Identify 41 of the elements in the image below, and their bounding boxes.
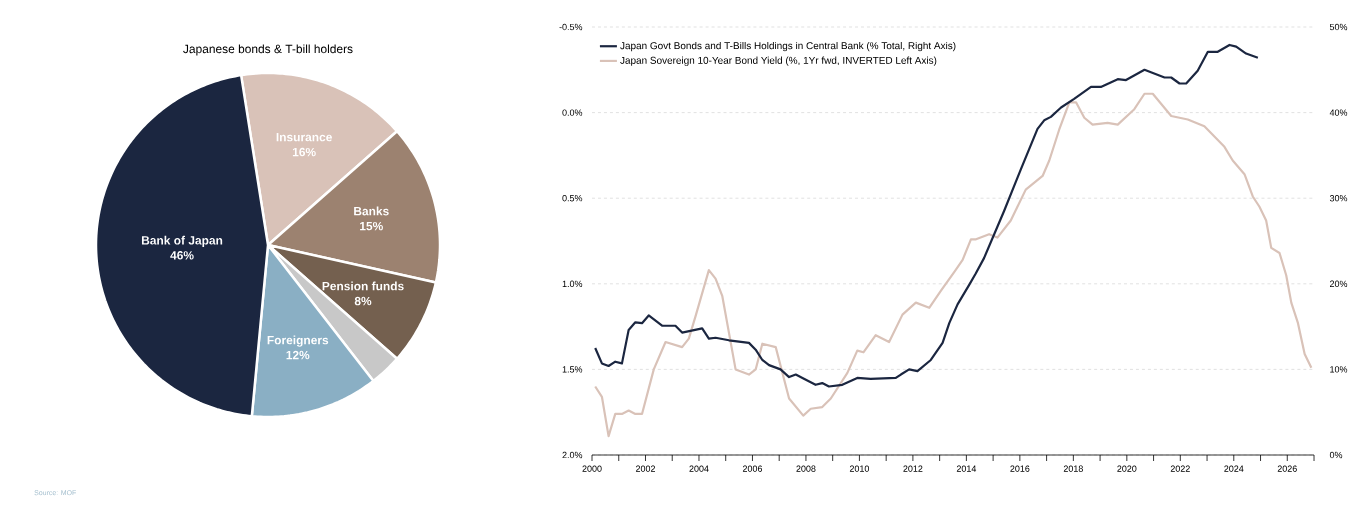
x-tick-label: 2018 — [1063, 465, 1083, 472]
data-label: 8% — [354, 296, 372, 306]
y-tick-label: 1.5% — [562, 366, 583, 373]
x-tick-label: 2014 — [956, 465, 977, 472]
x-tick-label: 2006 — [742, 465, 763, 472]
data-label: 16% — [292, 147, 316, 157]
x-tick-label: 2000 — [582, 465, 602, 472]
y2-tick-label: 50% — [1329, 23, 1348, 31]
legend-label: Japan Govt Bonds and T-Bills Holdings in Central Bank (% Total, Right Axis) — [620, 41, 956, 52]
y2-tick-label: 40% — [1329, 109, 1348, 116]
line-series — [594, 43, 1259, 388]
slice-label: Bank of Japan — [141, 235, 223, 247]
y2-tick-label: 0% — [1329, 451, 1343, 459]
y2-tick-label: 10% — [1330, 366, 1348, 373]
y-tick-label: 2.0% — [562, 451, 583, 459]
x-tick-label: 2022 — [1170, 465, 1190, 472]
legend-label: Japan Sovereign 10-Year Bond Yield (%, 1Yr fwd, INVERTED Left Axis) — [620, 56, 937, 66]
line-series — [594, 92, 1313, 438]
x-tick-label: 2026 — [1277, 465, 1297, 472]
slice-label: Pension funds — [322, 281, 404, 291]
x-tick-label: 2020 — [1117, 465, 1137, 472]
x-tick-label: 2012 — [903, 465, 923, 472]
y-tick-label: -0.5% — [559, 23, 583, 31]
chart-title: Japanese bonds & T-bill holders — [183, 44, 353, 56]
x-tick-label: 2010 — [849, 465, 870, 472]
y-tick-label: 0.0% — [562, 109, 583, 116]
x-tick-label: 2004 — [689, 465, 709, 472]
x-tick-label: 2008 — [796, 465, 816, 472]
data-label: 12% — [286, 350, 310, 360]
y2-tick-label: 20% — [1329, 280, 1348, 287]
slice-label: Insurance — [276, 133, 332, 142]
slice-label: Banks — [354, 206, 389, 216]
y-tick-label: 1.0% — [562, 280, 583, 287]
x-tick-label: 2016 — [1010, 465, 1030, 472]
data-label: 46% — [170, 251, 194, 260]
y-tick-label: 0.5% — [562, 195, 583, 202]
x-tick-label: 2024 — [1224, 465, 1244, 472]
data-label: 15% — [360, 221, 383, 231]
x-tick-label: 2002 — [635, 465, 655, 472]
slice-label: Foreigners — [267, 335, 329, 347]
y2-tick-label: 30% — [1329, 195, 1348, 202]
